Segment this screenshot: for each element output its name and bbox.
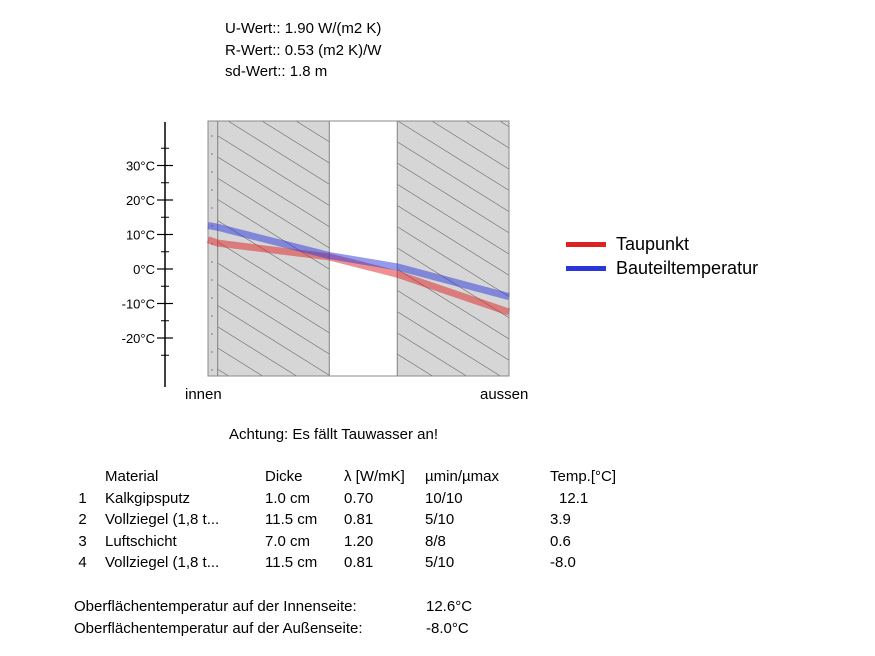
cell-index: 2 bbox=[78, 511, 87, 529]
table-header-row: Material Dicke λ [W/mK] µmin/µmax Temp.[… bbox=[60, 466, 659, 488]
inner-surface-value: 12.6°C bbox=[426, 598, 473, 615]
y-tick-label: -10°C bbox=[122, 297, 155, 312]
cell-temperature: 3.9 bbox=[550, 511, 571, 529]
cell-lambda: 1.20 bbox=[344, 532, 374, 550]
r-value: R-Wert:: 0.53 (m2 K)/W bbox=[225, 41, 382, 59]
cell-index: 1 bbox=[78, 489, 87, 507]
layer-table: Material Dicke λ [W/mK] µmin/µmax Temp.[… bbox=[60, 466, 659, 574]
u-value: U-Wert:: 1.90 W/(m2 K) bbox=[225, 20, 382, 37]
cell-thickness: 11.5 cm bbox=[265, 511, 318, 529]
plaster-texture-dot bbox=[211, 369, 213, 371]
surface-row-inner: Oberflächentemperatur auf der Innenseite… bbox=[74, 596, 472, 618]
cell-thickness: 7.0 cm bbox=[265, 532, 311, 550]
cell-index: 3 bbox=[78, 532, 87, 550]
layer-1-fill bbox=[208, 121, 218, 376]
sd-value: sd-Wert:: 1.8 m bbox=[225, 63, 328, 80]
x-label-outside: aussen bbox=[480, 386, 528, 403]
outer-surface-label: Oberflächentemperatur auf der Außenseite… bbox=[74, 620, 363, 637]
cell-temperature: 0.6 bbox=[550, 532, 571, 550]
header-lambda: λ [W/mK] bbox=[344, 468, 405, 486]
legend-label-taupunkt: Taupunkt bbox=[616, 233, 690, 254]
y-tick-label: 30°C bbox=[126, 159, 155, 174]
cell-material: Luftschicht bbox=[105, 532, 177, 550]
summary-values: U-Wert:: 1.90 W/(m2 K) R-Wert:: 0.53 (m2… bbox=[225, 18, 381, 83]
cell-temperature: -8.0 bbox=[550, 554, 576, 572]
outer-surface-value: -8.0°C bbox=[426, 620, 469, 637]
y-tick-label: 10°C bbox=[126, 228, 155, 243]
layer-4-hatch bbox=[397, 121, 509, 376]
header-thickness: Dicke bbox=[265, 468, 303, 486]
cell-material: Vollziegel (1,8 t... bbox=[105, 554, 220, 572]
cell-index: 4 bbox=[78, 554, 87, 572]
cell-lambda: 0.70 bbox=[344, 489, 374, 507]
surface-temperatures: Oberflächentemperatur auf der Innenseite… bbox=[74, 596, 472, 640]
table-row: 1 Kalkgipsputz 1.0 cm 0.70 10/10 12.1 bbox=[60, 488, 659, 510]
cell-mu: 8/8 bbox=[425, 532, 446, 550]
layer-4-border bbox=[396, 120, 510, 377]
x-label-inside: innen bbox=[185, 386, 222, 403]
cell-mu: 5/10 bbox=[425, 554, 455, 572]
chart-legend: Taupunkt Bauteiltemperatur bbox=[566, 232, 758, 280]
plaster-texture-dot bbox=[211, 351, 213, 353]
series-line-bauteiltemperatur bbox=[207, 222, 510, 300]
header-mu: µmin/µmax bbox=[425, 468, 499, 486]
table-row: 2 Vollziegel (1,8 t... 11.5 cm 0.81 5/10… bbox=[60, 509, 659, 531]
header-temperature: Temp.[°C] bbox=[550, 468, 617, 486]
inner-surface-label: Oberflächentemperatur auf der Innenseite… bbox=[74, 598, 357, 615]
cell-mu: 5/10 bbox=[425, 511, 455, 529]
header-index bbox=[60, 466, 105, 488]
plaster-texture-dot bbox=[211, 153, 213, 155]
y-tick-label: -20°C bbox=[122, 331, 155, 346]
y-tick-label: 0°C bbox=[133, 262, 155, 277]
condensation-warning: Achtung: Es fällt Tauwasser an! bbox=[229, 426, 439, 443]
plaster-texture-dot bbox=[211, 315, 213, 317]
y-tick-label: 20°C bbox=[126, 193, 155, 208]
surface-row-outer: Oberflächentemperatur auf der Außenseite… bbox=[74, 618, 472, 640]
plaster-texture-dot bbox=[211, 171, 213, 173]
plaster-texture-dot bbox=[211, 135, 213, 137]
plaster-texture-dot bbox=[211, 261, 213, 263]
cell-material: Vollziegel (1,8 t... bbox=[105, 511, 220, 529]
plaster-texture-dot bbox=[211, 189, 213, 191]
cell-temperature: 12.1 bbox=[559, 489, 589, 507]
table-row: 4 Vollziegel (1,8 t... 11.5 cm 0.81 5/10… bbox=[60, 552, 659, 574]
header-material: Material bbox=[105, 468, 159, 486]
cell-mu: 10/10 bbox=[425, 489, 463, 507]
cell-thickness: 1.0 cm bbox=[265, 489, 311, 507]
cell-material: Kalkgipsputz bbox=[105, 489, 191, 507]
layer-3-fill bbox=[329, 121, 398, 376]
legend-swatch-taupunkt bbox=[566, 241, 606, 247]
table-row: 3 Luftschicht 7.0 cm 1.20 8/8 0.6 bbox=[60, 531, 659, 553]
legend-item-taupunkt: Taupunkt bbox=[566, 232, 758, 256]
legend-swatch-bauteiltemperatur bbox=[566, 265, 606, 271]
cell-lambda: 0.81 bbox=[344, 511, 374, 529]
plaster-texture-dot bbox=[211, 333, 213, 335]
cell-thickness: 11.5 cm bbox=[265, 554, 318, 572]
legend-item-bauteiltemperatur: Bauteiltemperatur bbox=[566, 256, 758, 280]
plaster-texture-dot bbox=[211, 207, 213, 209]
plaster-texture-dot bbox=[211, 297, 213, 299]
plaster-texture-dot bbox=[211, 279, 213, 281]
cell-lambda: 0.81 bbox=[344, 554, 374, 572]
legend-label-bauteiltemperatur: Bauteiltemperatur bbox=[616, 257, 759, 278]
